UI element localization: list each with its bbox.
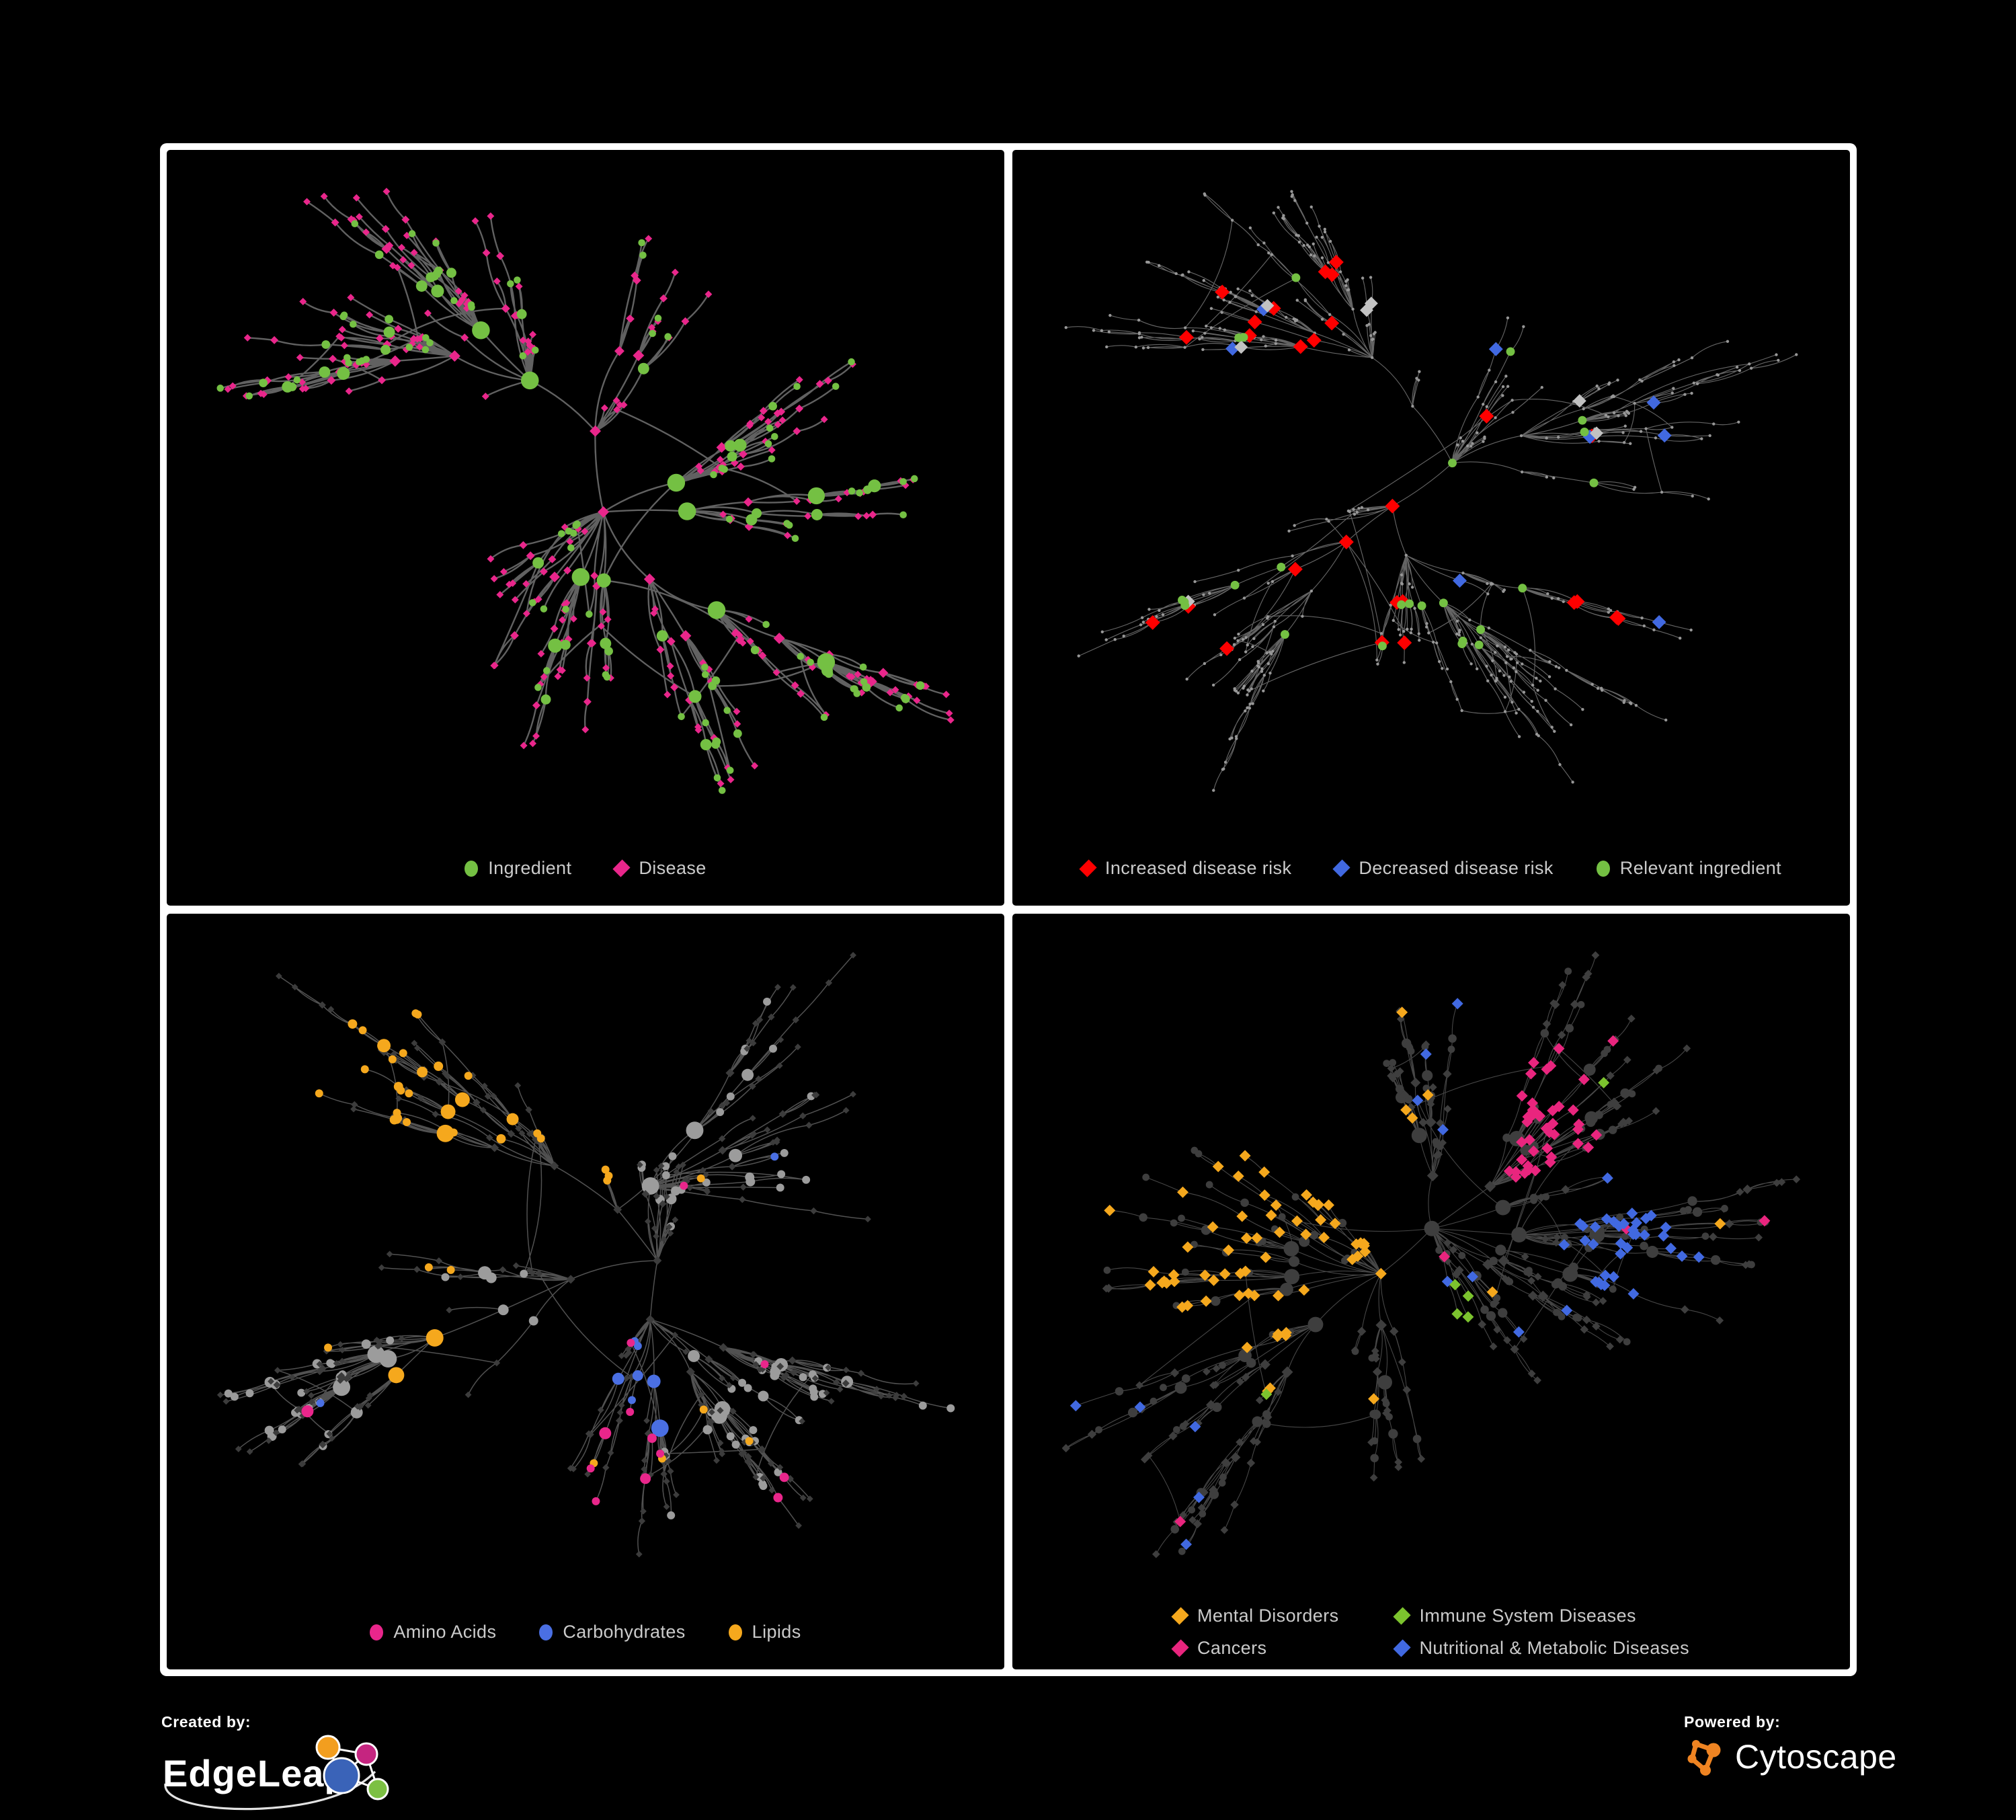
panel-grid: Ingredient Disease Increased disease risk…	[160, 143, 1857, 1676]
legend-label: Relevant ingredient	[1619, 858, 1782, 878]
circle-marker-icon	[1596, 860, 1610, 877]
diamond-marker-icon	[1393, 1639, 1412, 1657]
network-graph-ingredient-disease	[216, 188, 955, 794]
powered-by-label: Powered by:	[1684, 1713, 1781, 1731]
circle-marker-icon	[465, 860, 479, 877]
legend-label: Carbohydrates	[563, 1622, 686, 1642]
legend-label: Disease	[639, 858, 707, 878]
legend-disease-risk: Increased disease risk Decreased disease …	[1012, 858, 1850, 879]
edgeleap-network-icon	[315, 1735, 389, 1801]
legend-item-disease: Disease	[612, 858, 707, 879]
diamond-marker-icon	[1393, 1607, 1412, 1625]
legend-item-cancers: Cancers	[1171, 1638, 1267, 1659]
diamond-marker-icon	[1079, 859, 1097, 877]
network-graph-ingredient-categories	[216, 951, 955, 1558]
diamond-marker-icon	[1171, 1607, 1189, 1625]
edgeleap-logo: EdgeLeap	[163, 1735, 389, 1811]
legend-item-increased-disease-risk: Increased disease risk	[1079, 858, 1292, 879]
diamond-marker-icon	[1171, 1639, 1189, 1657]
legend-item-ingredient: Ingredient	[465, 858, 571, 879]
panel-ingredient-disease: Ingredient Disease	[167, 150, 1004, 906]
legend-label: Mental Disorders	[1197, 1606, 1339, 1626]
diamond-marker-icon	[1332, 859, 1350, 877]
legend-label: Immune System Diseases	[1419, 1606, 1636, 1626]
panel-ingredient-categories: Amino Acids Carbohydrates Lipids	[167, 914, 1004, 1669]
cytoscape-logo-icon	[1687, 1740, 1721, 1776]
network-graph-disease-risk	[1064, 190, 1798, 792]
circle-marker-icon	[728, 1624, 742, 1640]
legend-item-lipids: Lipids	[728, 1622, 801, 1643]
cytoscape-logo-text: Cytoscape	[1735, 1738, 1897, 1776]
legend-item-decreased-disease-risk: Decreased disease risk	[1332, 858, 1554, 879]
legend-label: Lipids	[752, 1622, 801, 1642]
legend-item-amino-acids: Amino Acids	[370, 1622, 496, 1643]
edgeleap-credit: Created by: EdgeLeap	[161, 1713, 403, 1818]
legend-label: Cancers	[1197, 1638, 1267, 1658]
legend-label: Amino Acids	[393, 1622, 497, 1642]
legend-item-carbohydrates: Carbohydrates	[539, 1622, 685, 1643]
legend-label: Decreased disease risk	[1359, 858, 1554, 878]
legend-ingredient-disease: Ingredient Disease	[167, 858, 1004, 879]
legend-disease-categories: Mental Disorders Immune System Diseases Ca…	[1171, 1606, 1689, 1659]
legend-label: Increased disease risk	[1104, 858, 1292, 878]
legend-item-immune-system-diseases: Immune System Diseases	[1393, 1606, 1636, 1626]
cytoscape-credit: Powered by: Cytoscape	[1684, 1713, 1897, 1778]
legend-ingredient-categories: Amino Acids Carbohydrates Lipids	[167, 1622, 1004, 1643]
network-graph-disease-categories	[1061, 951, 1801, 1558]
panel-disease-categories: Mental Disorders Immune System Diseases Ca…	[1012, 914, 1850, 1669]
legend-item-nutritional-metabolic-diseases: Nutritional & Metabolic Diseases	[1393, 1638, 1689, 1659]
created-by-label: Created by:	[161, 1713, 251, 1731]
circle-marker-icon	[539, 1624, 553, 1640]
legend-label: Ingredient	[488, 858, 572, 878]
edgeleap-logo-text: EdgeLeap	[163, 1752, 348, 1794]
circle-marker-icon	[370, 1624, 384, 1640]
panel-disease-risk: Increased disease risk Decreased disease …	[1012, 150, 1850, 906]
legend-item-mental-disorders: Mental Disorders	[1171, 1606, 1339, 1626]
legend-label: Nutritional & Metabolic Diseases	[1419, 1638, 1689, 1658]
legend-item-relevant-ingredient: Relevant ingredient	[1596, 858, 1782, 879]
diamond-marker-icon	[612, 859, 631, 877]
